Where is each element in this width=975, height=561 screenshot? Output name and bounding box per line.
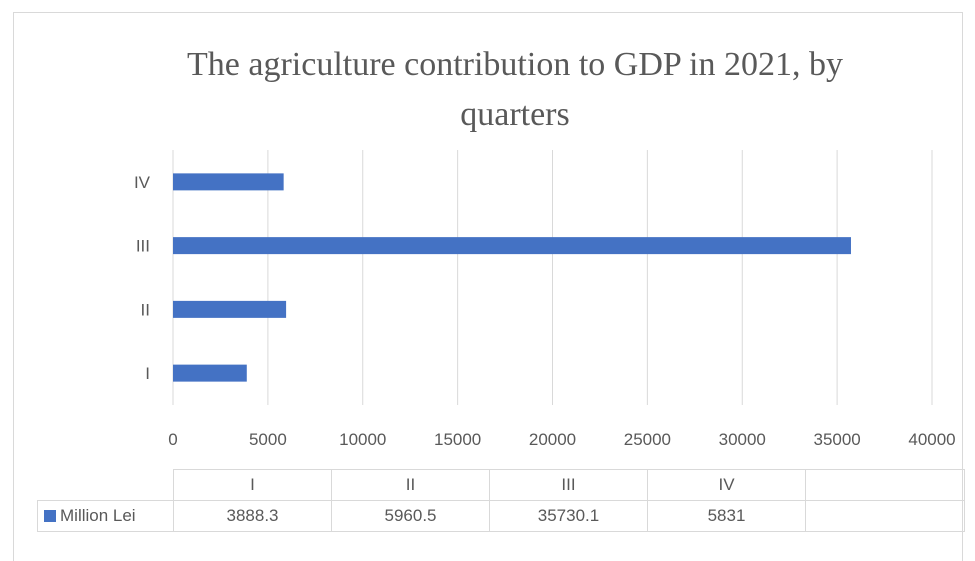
data-table-header-row: I II III IV [37,469,965,501]
data-table-corner [37,469,174,501]
bar [173,364,247,382]
x-tick-label: 30000 [719,430,766,449]
x-tick-label: 10000 [339,430,386,449]
data-table-value-cell: 5960.5 [331,500,490,532]
data-table-empty-cell [805,500,965,532]
legend-key-icon [44,510,56,522]
bar [173,173,284,191]
y-category-label: I [145,364,150,383]
y-category-label: III [136,237,150,256]
data-table-header-cell: II [331,469,490,501]
data-table-value-cell: 35730.1 [489,500,648,532]
data-table-header-cell: IV [647,469,806,501]
x-tick-label: 35000 [813,430,860,449]
chart-title: The agriculture contribution to GDP in 2… [187,46,843,133]
data-table-empty-cell [805,469,965,501]
x-tick-label: 40000 [908,430,955,449]
bar [173,300,287,318]
x-tick-label: 5000 [249,430,287,449]
legend-entry: Million Lei [37,500,174,532]
data-table-header-cell: I [173,469,332,501]
data-table-header-cell: III [489,469,648,501]
y-category-label: IV [134,173,151,192]
x-tick-label: 15000 [434,430,481,449]
data-table: I II III IV Million Lei 3888.3 5960.5 35… [37,469,965,532]
data-table-value-cell: 5831 [647,500,806,532]
data-table-series-row: Million Lei 3888.3 5960.5 35730.1 5831 [37,500,965,532]
x-tick-label: 20000 [529,430,576,449]
x-tick-label: 25000 [624,430,671,449]
data-table-value-cell: 3888.3 [173,500,332,532]
bar [173,237,851,255]
x-tick-label: 0 [168,430,177,449]
legend-label: Million Lei [60,506,136,525]
y-category-label: II [141,300,150,319]
